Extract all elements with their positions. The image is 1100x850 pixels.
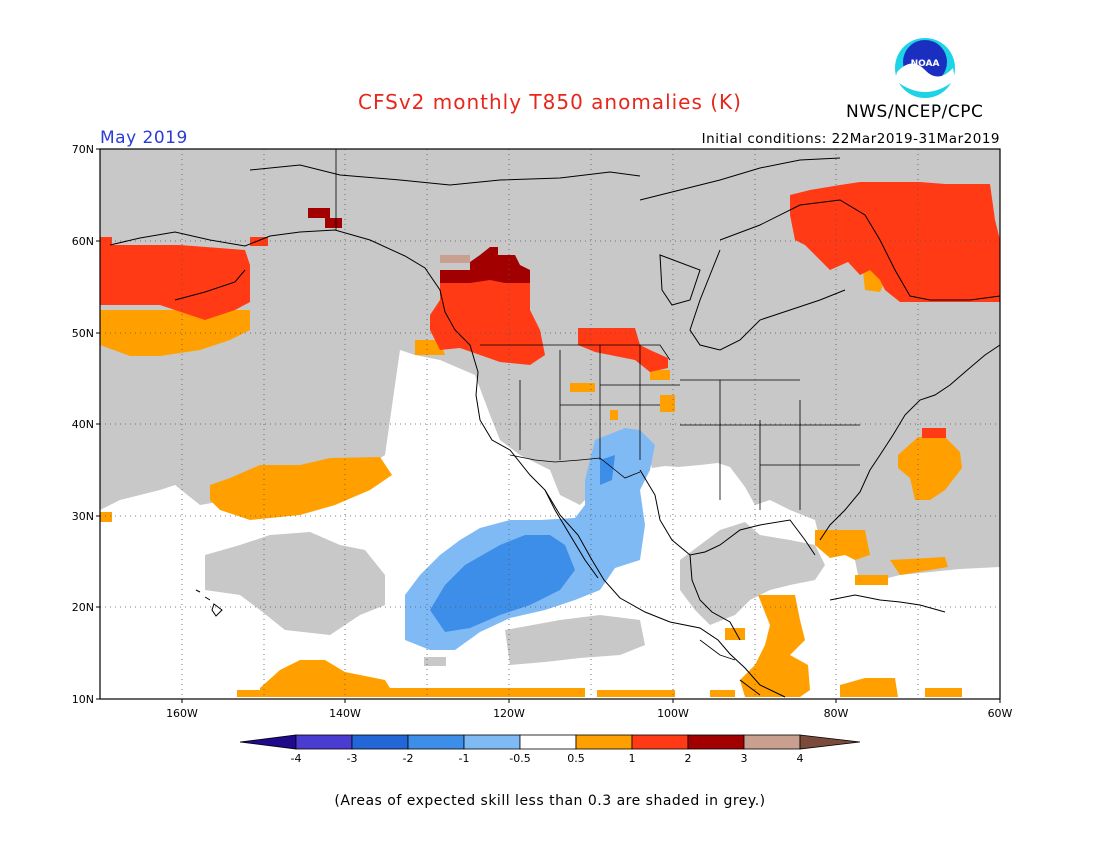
colorbar-swatch-6 — [575, 734, 633, 750]
colorbar-label: -0.5 — [509, 752, 531, 765]
colorbar-label: -1 — [458, 752, 470, 765]
valid-month-label: May 2019 — [100, 128, 188, 148]
lat-label: 10N — [71, 693, 94, 706]
lat-label: 20N — [71, 601, 94, 614]
colorbar — [239, 734, 861, 750]
colorbar-label: -3 — [346, 752, 358, 765]
lon-label: 80W — [823, 707, 849, 720]
colorbar-swatch-2 — [351, 734, 409, 750]
colorbar-swatch-0 — [239, 734, 297, 750]
lat-label: 30N — [71, 510, 94, 523]
lon-label: 140W — [329, 707, 361, 720]
colorbar-swatch-9 — [743, 734, 801, 750]
colorbar-label: 2 — [684, 752, 692, 765]
colorbar-swatch-7 — [631, 734, 689, 750]
colorbar-label: 0.5 — [567, 752, 585, 765]
hawaii-islands — [195, 589, 223, 617]
warm-anomaly-red — [100, 182, 1000, 438]
lon-label: 160W — [166, 707, 198, 720]
lon-label: 120W — [493, 707, 525, 720]
cool-anomaly-medium — [430, 455, 615, 632]
noaa-logo: NOAA — [895, 38, 955, 98]
initial-conditions-label: Initial conditions: 22Mar2019-31Mar2019 — [701, 131, 1000, 147]
map-title: CFSv2 monthly T850 anomalies (K) — [358, 90, 742, 114]
organization-label: NWS/NCEP/CPC — [846, 102, 984, 122]
lat-label: 40N — [71, 418, 94, 431]
lat-label: 70N — [71, 143, 94, 156]
colorbar-swatch-5 — [519, 734, 577, 750]
warm-anomaly-darkred — [308, 208, 530, 283]
noaa-logo-text: NOAA — [911, 59, 940, 69]
warm-anomaly-tan — [440, 255, 470, 263]
colorbar-label: -2 — [402, 752, 414, 765]
colorbar-label: 3 — [740, 752, 748, 765]
political-borders — [335, 149, 860, 661]
lat-label: 50N — [71, 327, 94, 340]
map-gridlines — [100, 149, 1000, 699]
skill-note: (Areas of expected skill less than 0.3 a… — [334, 793, 766, 809]
lon-label: 60W — [987, 707, 1013, 720]
colorbar-label: 1 — [628, 752, 636, 765]
lon-label: 100W — [657, 707, 689, 720]
colorbar-swatch-4 — [463, 734, 521, 750]
colorbar-swatch-8 — [687, 734, 745, 750]
lat-label: 60N — [71, 235, 94, 248]
axis-ticks — [96, 148, 1001, 703]
colorbar-label: -4 — [290, 752, 302, 765]
colorbar-swatch-1 — [295, 734, 353, 750]
colorbar-swatch-10 — [799, 734, 861, 750]
colorbar-swatch-3 — [407, 734, 465, 750]
colorbar-label: 4 — [796, 752, 804, 765]
coastlines — [109, 157, 1001, 698]
